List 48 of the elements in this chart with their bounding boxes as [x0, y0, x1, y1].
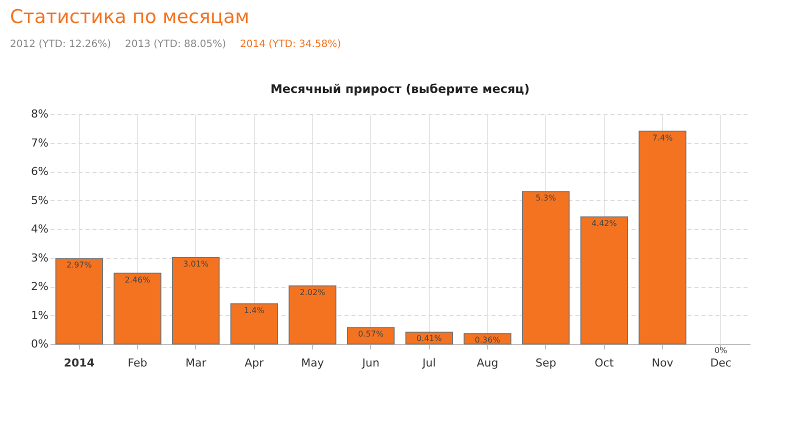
x-tick-label: 2014 [64, 356, 95, 370]
data-label: 4.42% [591, 218, 618, 228]
x-tick-label: Oct [594, 356, 614, 370]
data-label: 0.57% [358, 330, 384, 339]
y-tick-label: 8% [31, 108, 48, 120]
data-label: 3.01% [183, 259, 209, 268]
x-tick-label: Jul [422, 356, 436, 370]
bar [114, 272, 162, 344]
y-tick-label: 3% [31, 251, 48, 264]
data-label: 5.3% [536, 194, 556, 203]
bar [55, 258, 103, 344]
bar [522, 191, 570, 344]
data-label: 2.46% [124, 275, 151, 284]
bar [347, 327, 395, 344]
x-tick-label: Feb [128, 356, 148, 370]
data-label: 2.02% [300, 288, 326, 297]
y-tick-label: 1% [31, 308, 48, 322]
bar [288, 285, 336, 344]
data-label: 0.41% [416, 334, 442, 344]
bar [172, 256, 220, 344]
x-tick-label: Sep [535, 356, 556, 370]
text: 2013 (YTD: 88.05%) [125, 39, 226, 50]
data-label: 0.36% [474, 336, 501, 345]
y-tick-label: 2% [31, 280, 48, 293]
y-tick-label: 4% [31, 222, 48, 236]
y-tick-label: 6% [31, 165, 48, 178]
chart-title: Статистика по месяцам [10, 6, 250, 28]
bar [580, 216, 628, 344]
text: 2012 (YTD: 12.26%) [10, 39, 112, 50]
y-tick-label: 7% [31, 136, 48, 150]
y-tick-label: 5% [31, 194, 48, 207]
y-tick-label: 0% [31, 338, 48, 350]
x-tick-label: Aug [476, 356, 498, 370]
data-label: 7.4% [652, 133, 674, 142]
data-label: 2.97% [66, 260, 92, 270]
bar [230, 303, 278, 344]
x-tick-label: Mar [185, 356, 207, 370]
x-tick-label: Apr [244, 356, 264, 370]
text: 2014 (YTD: 34.58%) [240, 39, 342, 50]
data-label: 0% [714, 346, 728, 355]
bar [638, 130, 686, 344]
x-tick-label: Jun [361, 356, 380, 370]
chart-subtitle: Месячный прирост (выберите месяц) [270, 82, 530, 96]
x-tick-label: May [301, 356, 324, 370]
data-label: 1.4% [244, 306, 265, 315]
x-tick-label: Nov [652, 356, 674, 370]
x-tick-label: Dec [710, 356, 732, 370]
bar [405, 332, 453, 344]
